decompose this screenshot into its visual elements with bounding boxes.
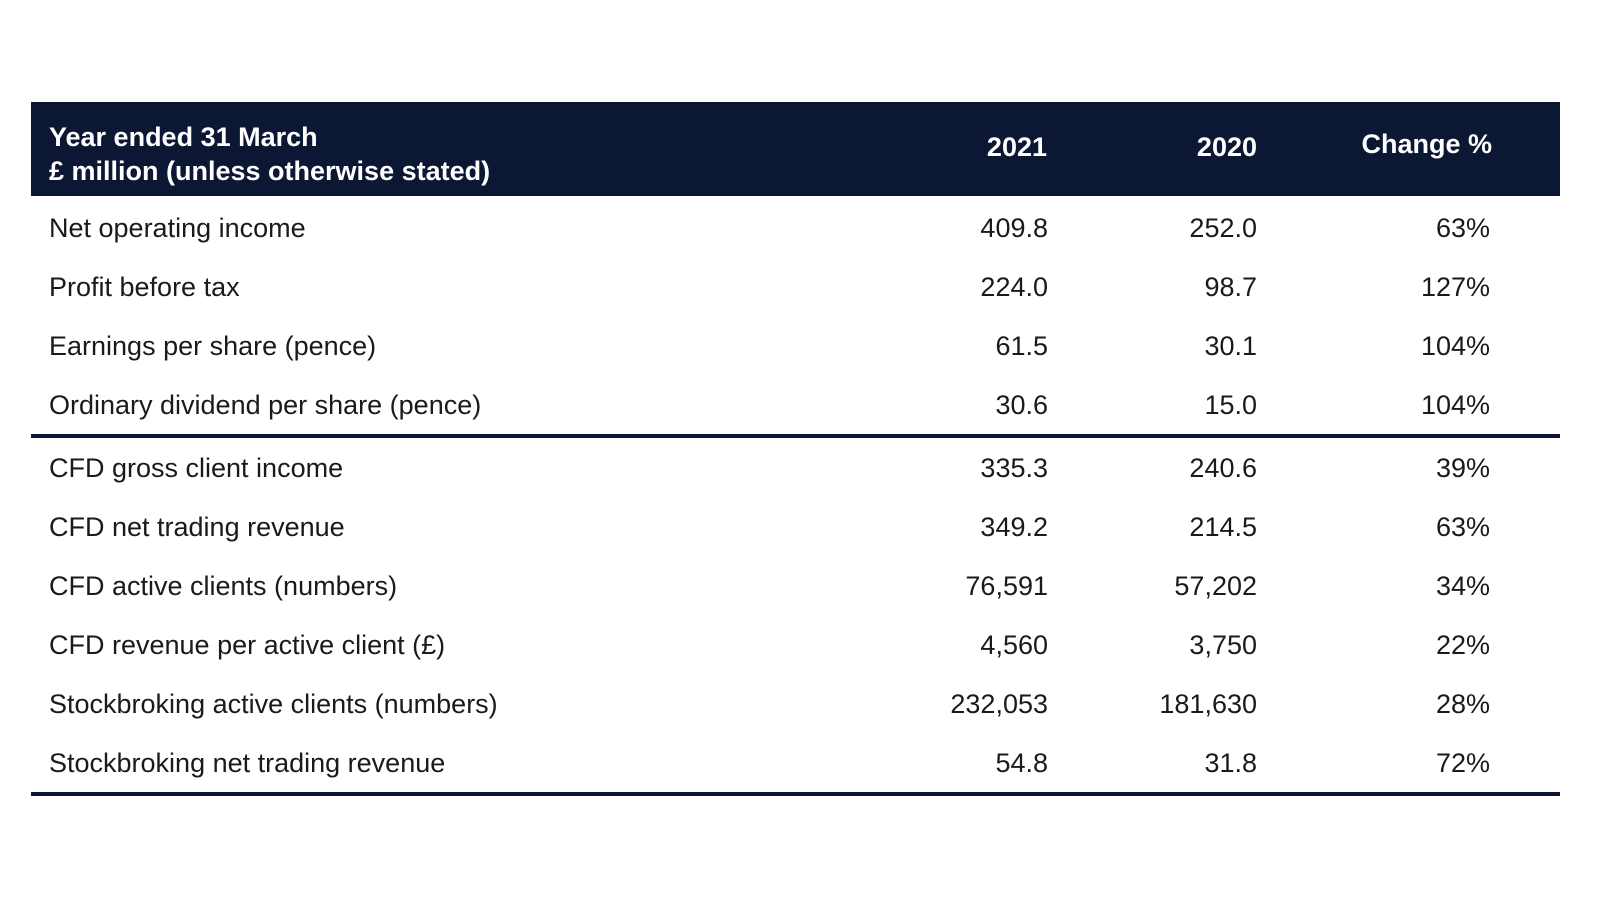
row-value-2020: 181,630 — [1159, 689, 1257, 719]
header-col-2021: 2021 — [986, 132, 1047, 162]
row-change: 39% — [1435, 453, 1490, 483]
row-value-2021: 224.0 — [980, 272, 1048, 302]
row-value-2020: 31.8 — [1204, 748, 1257, 778]
row-label: CFD net trading revenue — [49, 512, 345, 542]
row-change: 72% — [1435, 748, 1490, 778]
row-value-2021: 409.8 — [980, 213, 1048, 243]
row-value-2021: 30.6 — [995, 390, 1048, 420]
header-col-2020: 2020 — [1196, 132, 1257, 162]
row-change: 22% — [1435, 630, 1490, 660]
table-row: Stockbroking net trading revenue 54.8 31… — [31, 733, 1560, 792]
row-value-2020: 98.7 — [1204, 272, 1257, 302]
table-row: Net operating income 409.8 252.0 63% — [31, 198, 1560, 257]
row-label: CFD gross client income — [49, 453, 344, 483]
row-change: 34% — [1435, 571, 1490, 601]
row-value-2020: 30.1 — [1204, 331, 1257, 361]
row-change: 127% — [1420, 272, 1490, 302]
header-label: Year ended 31 March £ million (unless ot… — [49, 120, 490, 188]
row-label: Net operating income — [49, 213, 306, 243]
table-row: Profit before tax 224.0 98.7 127% — [31, 257, 1560, 316]
row-value-2020: 3,750 — [1189, 630, 1257, 660]
row-label: CFD revenue per active client (£) — [49, 630, 446, 660]
header-label-line2: £ million (unless otherwise stated) — [49, 156, 491, 186]
section-divider — [31, 434, 1560, 438]
row-value-2021: 232,053 — [950, 689, 1048, 719]
row-label: Earnings per share (pence) — [49, 331, 377, 361]
table-group-headline: Net operating income 409.8 252.0 63% Pro… — [31, 196, 1560, 434]
row-value-2021: 54.8 — [995, 748, 1048, 778]
row-value-2021: 349.2 — [980, 512, 1048, 542]
table-group-operating: CFD gross client income 335.3 240.6 39% … — [31, 438, 1560, 792]
table-row: CFD net trading revenue 349.2 214.5 63% — [31, 497, 1560, 556]
table-row: CFD gross client income 335.3 240.6 39% — [31, 438, 1560, 497]
row-value-2021: 76,591 — [965, 571, 1048, 601]
header-label-line1: Year ended 31 March — [49, 122, 318, 152]
row-value-2020: 214.5 — [1189, 512, 1257, 542]
header-col-change: Change % — [1361, 129, 1492, 159]
row-change: 63% — [1435, 213, 1490, 243]
row-value-2020: 57,202 — [1174, 571, 1257, 601]
row-label: Profit before tax — [49, 272, 240, 302]
row-label: Stockbroking active clients (numbers) — [49, 689, 498, 719]
table-row: Ordinary dividend per share (pence) 30.6… — [31, 375, 1560, 434]
row-value-2021: 335.3 — [980, 453, 1048, 483]
row-value-2020: 15.0 — [1204, 390, 1257, 420]
table-row: Stockbroking active clients (numbers) 23… — [31, 674, 1560, 733]
table-bottom-rule — [31, 792, 1560, 796]
row-change: 104% — [1420, 390, 1490, 420]
row-label: Ordinary dividend per share (pence) — [49, 390, 482, 420]
table-row: Earnings per share (pence) 61.5 30.1 104… — [31, 316, 1560, 375]
financial-summary-table: Year ended 31 March £ million (unless ot… — [31, 102, 1560, 796]
row-change: 28% — [1435, 689, 1490, 719]
row-change: 63% — [1435, 512, 1490, 542]
row-label: Stockbroking net trading revenue — [49, 748, 446, 778]
table-header: Year ended 31 March £ million (unless ot… — [31, 102, 1560, 196]
row-change: 104% — [1420, 331, 1490, 361]
row-value-2020: 240.6 — [1189, 453, 1257, 483]
table-row: CFD active clients (numbers) 76,591 57,2… — [31, 556, 1560, 615]
row-value-2021: 61.5 — [995, 331, 1048, 361]
table-row: CFD revenue per active client (£) 4,560 … — [31, 615, 1560, 674]
row-label: CFD active clients (numbers) — [49, 571, 398, 601]
row-value-2020: 252.0 — [1189, 213, 1257, 243]
row-value-2021: 4,560 — [980, 630, 1048, 660]
